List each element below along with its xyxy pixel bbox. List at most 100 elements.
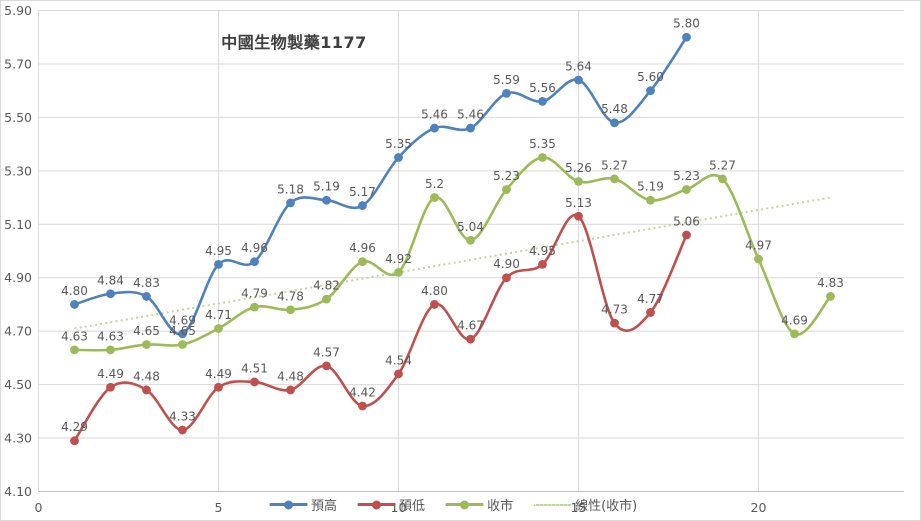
data-label: 5.04 bbox=[457, 220, 484, 234]
data-point-收市 bbox=[718, 174, 727, 184]
data-label: 4.79 bbox=[241, 287, 268, 301]
data-label: 5.26 bbox=[565, 161, 592, 175]
data-point-預低 bbox=[646, 308, 655, 317]
y-tick-label: 4.30 bbox=[4, 431, 32, 446]
legend-line-dot-icon bbox=[357, 500, 396, 509]
legend-item-預高[interactable]: 預高 bbox=[269, 495, 337, 514]
data-labels-收市: 4.63 4.63 4.65 4.65 4.71 4.79 4.78 4.82 4.96 4.92… bbox=[61, 137, 844, 343]
data-label: 5.35 bbox=[529, 137, 556, 151]
data-label: 4.51 bbox=[241, 361, 268, 375]
data-point-預低 bbox=[322, 361, 331, 371]
data-label: 4.48 bbox=[277, 369, 304, 383]
data-label: 5.17 bbox=[349, 185, 376, 199]
data-label: 5.48 bbox=[601, 102, 628, 116]
data-label: 4.69 bbox=[169, 313, 196, 327]
data-label: 5.06 bbox=[673, 214, 700, 228]
data-labels-預低: 4.29 4.49 4.48 4.33 4.49 4.51 4.48 4.57 4.42 4.54… bbox=[61, 196, 700, 434]
legend-item-預低[interactable]: 預低 bbox=[357, 495, 425, 514]
data-point-收市 bbox=[214, 324, 223, 333]
gridlines bbox=[38, 10, 904, 492]
data-label: 4.96 bbox=[241, 241, 268, 255]
data-label: 5.80 bbox=[673, 17, 700, 31]
data-point-收市 bbox=[358, 257, 367, 267]
data-label: 5.27 bbox=[709, 158, 736, 172]
legend-label: 預低 bbox=[399, 499, 426, 514]
legend-line-dot-icon bbox=[445, 500, 484, 509]
data-label: 4.69 bbox=[781, 313, 808, 327]
x-tick-label: 0 bbox=[35, 500, 43, 515]
data-label: 5.56 bbox=[529, 81, 556, 95]
data-label: 5.27 bbox=[601, 158, 628, 172]
legend-line-dot-icon bbox=[269, 500, 308, 509]
data-point-預低 bbox=[430, 300, 439, 309]
series-收市 bbox=[70, 153, 835, 355]
data-label: 4.95 bbox=[529, 244, 556, 258]
y-tick-label: 4.10 bbox=[4, 484, 32, 499]
data-label: 4.96 bbox=[349, 241, 376, 255]
data-label: 5.46 bbox=[457, 108, 484, 122]
data-point-預高 bbox=[214, 259, 223, 269]
data-point-預低 bbox=[574, 211, 583, 221]
data-point-預低 bbox=[142, 385, 151, 395]
x-axis-tick-labels: 0 5 10 15 20 bbox=[35, 500, 767, 515]
data-label: 4.65 bbox=[169, 324, 196, 338]
data-point-收市 bbox=[466, 235, 475, 245]
series-line-預低 bbox=[73, 213, 688, 443]
data-point-預低 bbox=[538, 259, 547, 269]
data-label: 4.54 bbox=[385, 353, 412, 367]
data-point-預低 bbox=[610, 318, 619, 328]
y-tick-label: 4.70 bbox=[4, 324, 32, 339]
data-label: 5.18 bbox=[277, 182, 304, 196]
data-label: 5.23 bbox=[673, 169, 700, 183]
data-label: 4.48 bbox=[133, 369, 160, 383]
y-tick-label: 4.90 bbox=[4, 270, 32, 285]
data-label: 4.92 bbox=[385, 252, 412, 266]
data-point-預低 bbox=[286, 385, 295, 395]
data-point-預高 bbox=[286, 198, 295, 208]
legend-item-收市[interactable]: 收市 bbox=[445, 495, 513, 514]
legend-dotted-line-icon bbox=[533, 500, 572, 509]
data-label: 5.19 bbox=[637, 180, 664, 194]
legend-item-線性(收市)[interactable]: 線性(收市) bbox=[533, 495, 637, 514]
y-tick-label: 5.10 bbox=[4, 217, 32, 232]
data-point-預高 bbox=[430, 123, 439, 133]
data-point-預高 bbox=[466, 123, 475, 133]
series-預高 bbox=[70, 32, 691, 339]
data-point-收市 bbox=[646, 195, 655, 205]
data-point-預高 bbox=[394, 153, 403, 162]
data-label: 5.59 bbox=[493, 73, 520, 87]
data-point-預高 bbox=[502, 88, 511, 98]
y-tick-label: 5.30 bbox=[4, 163, 32, 178]
data-label: 4.78 bbox=[277, 289, 304, 303]
data-point-收市 bbox=[610, 174, 619, 184]
series-line-收市 bbox=[73, 156, 832, 352]
data-point-預低 bbox=[214, 382, 223, 392]
data-label: 4.65 bbox=[133, 324, 160, 338]
data-point-預低 bbox=[250, 377, 259, 387]
data-point-預高 bbox=[70, 300, 79, 309]
series-預低 bbox=[70, 211, 691, 446]
data-label: 5.60 bbox=[637, 70, 664, 84]
data-label: 5.46 bbox=[421, 108, 448, 122]
x-tick-label: 20 bbox=[751, 500, 767, 515]
data-point-收市 bbox=[538, 153, 547, 162]
y-tick-label: 4.50 bbox=[4, 377, 32, 392]
legend-label: 線性(收市) bbox=[575, 499, 638, 514]
data-label: 4.97 bbox=[745, 239, 772, 253]
data-point-收市 bbox=[754, 254, 763, 264]
data-label: 4.49 bbox=[205, 367, 232, 381]
data-point-預高 bbox=[646, 86, 655, 96]
data-point-收市 bbox=[286, 305, 295, 315]
data-label: 4.82 bbox=[313, 279, 340, 293]
data-point-預低 bbox=[106, 382, 115, 392]
data-label: 5.13 bbox=[565, 196, 592, 210]
data-point-預低 bbox=[466, 334, 475, 344]
data-label: 4.83 bbox=[817, 276, 844, 290]
data-label: 4.83 bbox=[133, 276, 160, 290]
data-point-收市 bbox=[178, 340, 187, 349]
data-label: 4.49 bbox=[97, 367, 124, 381]
data-point-預低 bbox=[394, 369, 403, 379]
data-label: 4.80 bbox=[421, 284, 448, 298]
